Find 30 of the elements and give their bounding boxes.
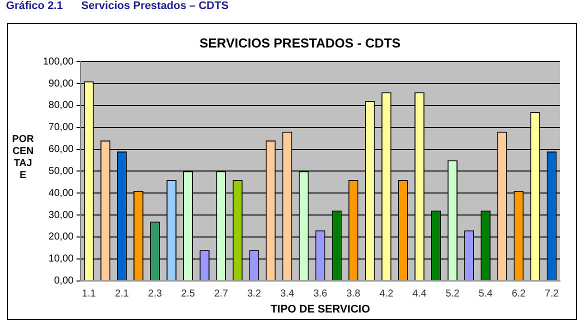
x-tick-label: 2.5 — [181, 288, 196, 300]
y-tick-label: 40,00 — [48, 188, 74, 199]
y-tick-label: 70,00 — [48, 122, 74, 134]
y-tick-label: 30,00 — [48, 210, 74, 221]
x-tick-label: 3.8 — [346, 288, 361, 300]
x-tick-label: 4.2 — [379, 288, 394, 300]
y-tick-label: 60,00 — [48, 144, 74, 156]
x-tick-label: 3.4 — [280, 288, 295, 300]
x-tick-label: 3.2 — [247, 288, 262, 300]
x-axis-title: TIPO DE SERVICIO — [270, 303, 370, 316]
y-tick-label: 100,00 — [42, 56, 74, 68]
x-tick-label: 5.4 — [478, 288, 493, 300]
y-tick-label: 20,00 — [48, 232, 74, 243]
y-tick-label: 80,00 — [48, 100, 74, 112]
text: Gráfico 2.1 Servicios Prestados – CDTS — [6, 0, 229, 12]
y-tick-label: 50,00 — [48, 166, 74, 177]
x-tick-label: 4.4 — [412, 288, 427, 300]
y-tick-label: 90,00 — [48, 78, 74, 90]
x-tick-label: 1.1 — [82, 288, 96, 300]
x-tick-label: 6.2 — [512, 288, 526, 300]
x-tick-label: 2.1 — [114, 288, 130, 300]
y-axis-title: PORCENTAJE — [12, 134, 34, 182]
x-tick-label: 3.6 — [313, 288, 328, 300]
x-tick-label: 2.7 — [214, 288, 228, 300]
y-tick-label: 0,00 — [54, 276, 74, 287]
chart-title: SERVICIOS PRESTADOS - CDTS — [199, 35, 401, 50]
x-tick-label: 2.3 — [148, 288, 162, 300]
x-tick-label: 7.2 — [544, 288, 560, 300]
y-tick-label: 10,00 — [48, 254, 74, 265]
x-tick-label: 5.2 — [446, 288, 460, 300]
